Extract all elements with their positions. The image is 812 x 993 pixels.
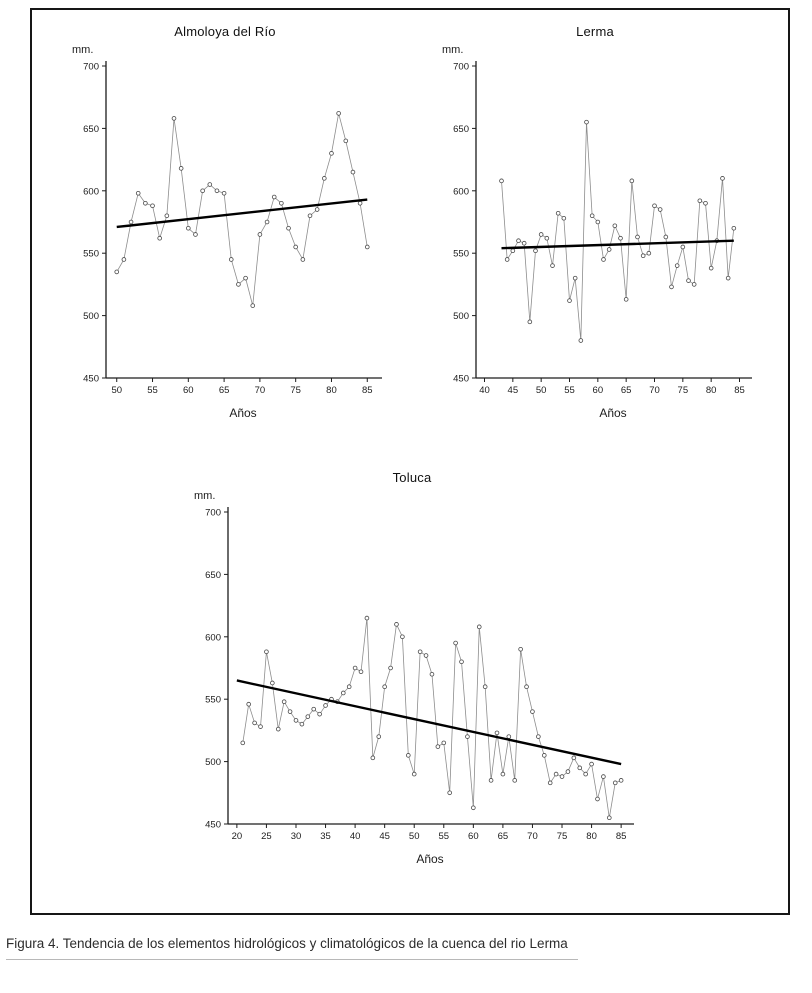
svg-text:700: 700 [205,508,221,519]
chart-title: Toluca [392,470,432,485]
svg-text:700: 700 [83,62,99,73]
svg-text:450: 450 [83,374,99,385]
svg-text:55: 55 [147,385,158,396]
svg-text:650: 650 [453,124,469,135]
chart-toluca: Toluca mm. 450 500 550 600 650 700 20 25 30 35 40 4… [170,470,654,866]
chart-title: Almoloya del Río [174,24,276,39]
svg-text:85: 85 [734,385,745,396]
svg-text:500: 500 [205,757,221,768]
svg-text:20: 20 [232,831,243,842]
svg-text:65: 65 [621,385,632,396]
data-series-line [116,113,368,306]
svg-text:650: 650 [205,570,221,581]
svg-text:550: 550 [453,249,469,260]
svg-text:55: 55 [564,385,575,396]
svg-text:60: 60 [183,385,194,396]
chart-plot-svg: 450 500 550 600 650 700 20 25 30 35 40 45 50 55 60 65 70… [205,507,634,842]
chart-plot-svg: 450 500 550 600 650 700 50 55 60 65 70 75 80 85 [83,61,382,396]
trend-line [236,679,622,766]
svg-text:550: 550 [83,249,99,260]
svg-text:500: 500 [453,311,469,322]
y-axis-unit-label: mm. [72,44,94,56]
svg-text:40: 40 [479,385,490,396]
svg-text:35: 35 [320,831,331,842]
trend-line [501,239,734,250]
x-axis-label: Años [599,406,627,420]
svg-text:60: 60 [593,385,604,396]
figure-caption: Figura 4. Tendencia de los elementos hid… [6,936,578,960]
svg-text:70: 70 [255,385,266,396]
svg-text:85: 85 [616,831,627,842]
chart-almoloya-del-rio: Almoloya del Río mm. 450 500 550 600 650 700 5… [48,24,402,420]
svg-text:700: 700 [453,62,469,73]
svg-text:600: 600 [83,186,99,197]
svg-text:650: 650 [83,124,99,135]
data-series-line [242,618,622,818]
chart-plot-svg: 450 500 550 600 650 700 40 45 50 55 60 65 70 75 80 85 [453,61,752,396]
svg-text:80: 80 [326,385,337,396]
svg-text:450: 450 [205,820,221,831]
svg-text:70: 70 [649,385,660,396]
svg-text:75: 75 [557,831,568,842]
svg-text:60: 60 [468,831,479,842]
svg-text:500: 500 [83,311,99,322]
svg-text:80: 80 [706,385,717,396]
x-axis-label: Años [229,406,257,420]
svg-text:55: 55 [438,831,449,842]
svg-text:50: 50 [536,385,547,396]
svg-text:70: 70 [527,831,538,842]
svg-text:50: 50 [111,385,122,396]
svg-text:65: 65 [219,385,230,396]
trend-line [116,198,368,229]
svg-text:600: 600 [205,632,221,643]
y-axis-unit-label: mm. [442,44,464,56]
svg-text:40: 40 [350,831,361,842]
svg-text:600: 600 [453,186,469,197]
svg-text:25: 25 [261,831,272,842]
svg-text:450: 450 [453,374,469,385]
svg-text:75: 75 [290,385,301,396]
svg-text:550: 550 [205,695,221,706]
chart-lerma: Lerma mm. 450 500 550 600 650 700 40 45 50 55 60 65… [418,24,772,420]
x-axis-label: Años [416,852,444,866]
svg-text:30: 30 [291,831,302,842]
svg-text:50: 50 [409,831,420,842]
svg-text:45: 45 [379,831,390,842]
svg-text:65: 65 [498,831,509,842]
chart-title: Lerma [576,24,614,39]
svg-text:75: 75 [678,385,689,396]
svg-text:80: 80 [586,831,597,842]
data-series-line [501,122,735,341]
y-axis-unit-label: mm. [194,490,216,502]
svg-text:85: 85 [362,385,373,396]
svg-text:45: 45 [508,385,519,396]
figure-border-box: Almoloya del Río mm. 450 500 550 600 650 700 5… [30,8,790,915]
